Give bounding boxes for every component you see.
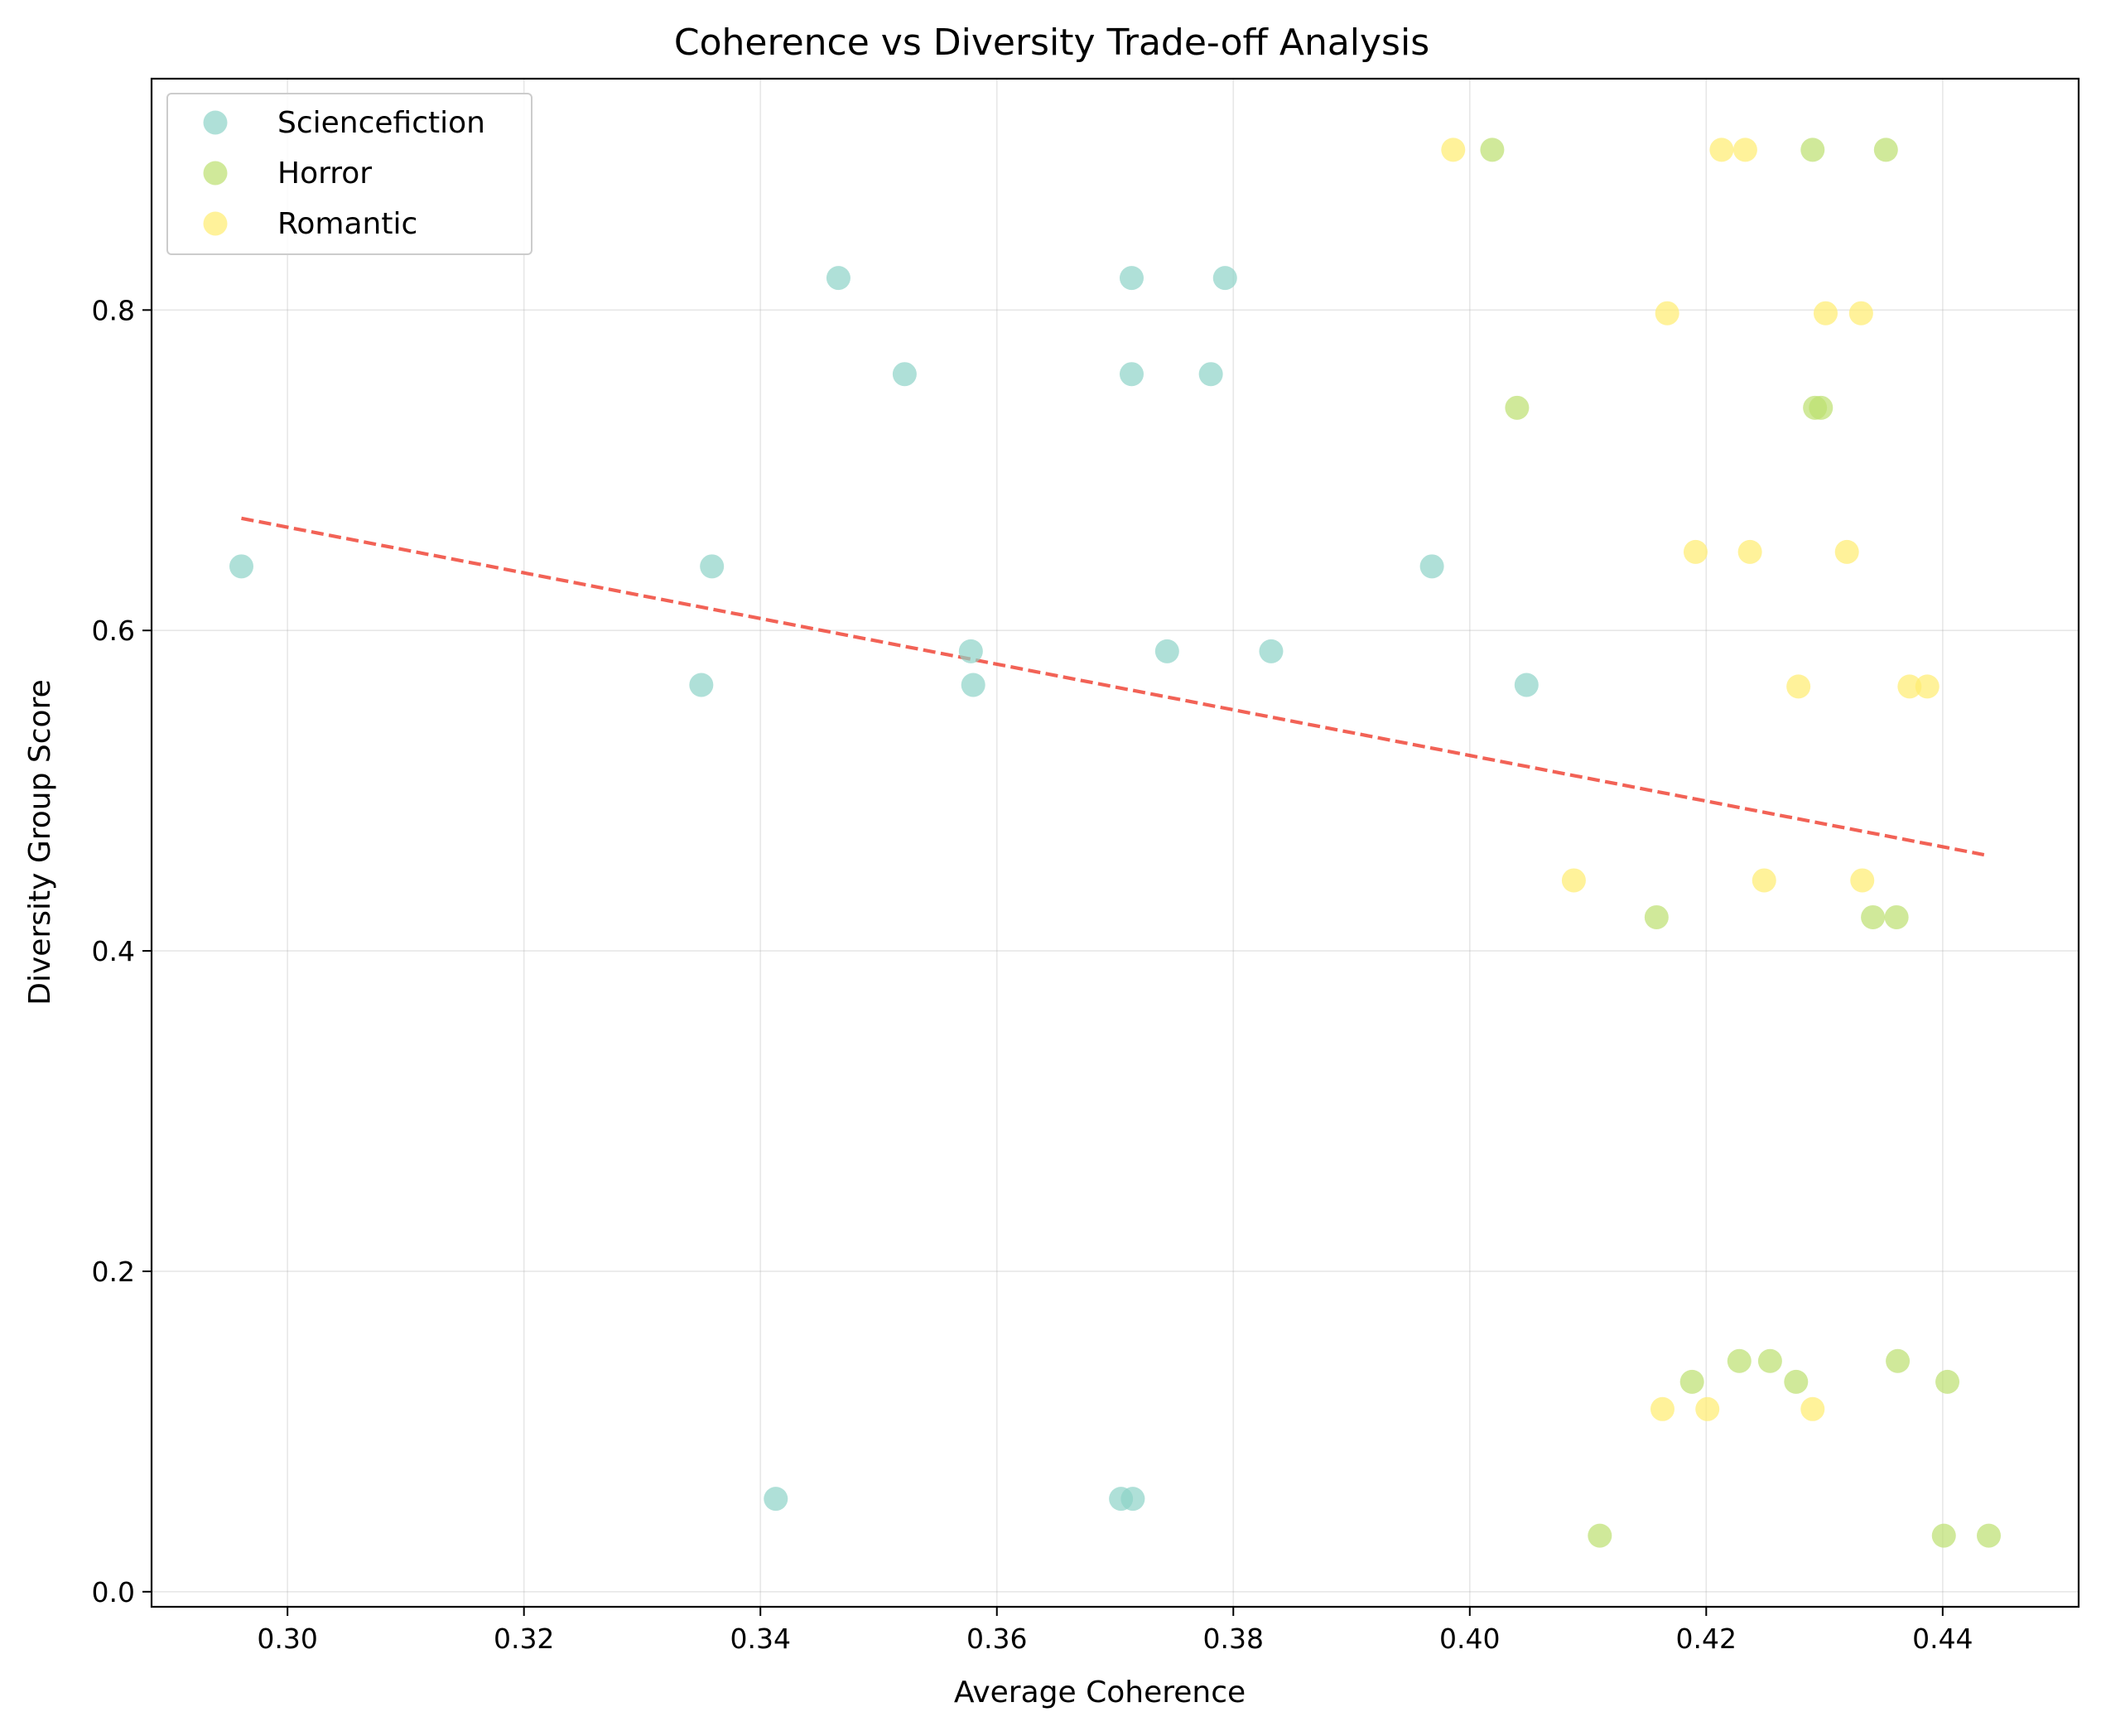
data-point-sciencefiction — [961, 673, 985, 697]
data-point-horror — [1588, 1523, 1612, 1548]
data-point-romantic — [1441, 137, 1466, 162]
data-point-horror — [1784, 1369, 1809, 1394]
data-point-horror — [1884, 904, 1909, 929]
plot-frame — [150, 77, 2080, 1608]
data-point-sciencefiction — [1259, 639, 1284, 663]
data-point-horror — [1757, 1348, 1782, 1373]
legend-label-sciencefiction: Sciencefiction — [277, 106, 485, 140]
data-point-horror — [1505, 395, 1530, 420]
data-point-horror — [1931, 1523, 1956, 1548]
data-point-romantic — [1561, 868, 1586, 893]
trendline-layer — [241, 516, 1985, 857]
data-point-romantic — [1850, 868, 1875, 893]
data-point-horror — [1977, 1523, 2002, 1548]
data-point-sciencefiction — [1212, 266, 1237, 291]
legend-box — [166, 93, 532, 255]
data-point-romantic — [1655, 301, 1679, 326]
data-point-romantic — [1813, 301, 1838, 326]
y-tick-label: 0.6 — [92, 615, 135, 647]
data-point-romantic — [1709, 137, 1734, 162]
data-point-horror — [1644, 904, 1669, 929]
legend-marker-horror — [203, 161, 228, 186]
x-tick-label: 0.32 — [494, 1623, 554, 1655]
data-point-romantic — [1915, 674, 1940, 699]
data-point-sciencefiction — [1419, 554, 1444, 579]
data-point-horror — [1800, 137, 1825, 162]
x-tick-label: 0.44 — [1912, 1623, 1973, 1655]
data-point-romantic — [1732, 137, 1757, 162]
grid — [152, 79, 2079, 1607]
data-point-sciencefiction — [1119, 362, 1144, 387]
data-point-sciencefiction — [1198, 362, 1223, 387]
x-tick-label: 0.38 — [1203, 1623, 1264, 1655]
series-romantic — [1441, 137, 1940, 1421]
data-point-sciencefiction — [689, 673, 714, 697]
series-horror — [1480, 137, 2002, 1548]
data-point-sciencefiction — [1154, 639, 1179, 663]
x-tick-label: 0.40 — [1439, 1623, 1500, 1655]
series-sciencefiction — [229, 266, 1539, 1512]
legend-label-romantic: Romantic — [277, 207, 417, 241]
x-tick-label: 0.34 — [730, 1623, 790, 1655]
data-point-romantic — [1848, 301, 1873, 326]
data-point-sciencefiction — [1119, 266, 1144, 291]
data-point-romantic — [1752, 868, 1776, 893]
data-point-sciencefiction — [700, 554, 725, 579]
y-tick-label: 0.0 — [92, 1576, 135, 1608]
axis-ticks: 0.30 0.32 0.34 0.36 0.38 0.40 0.42 0.44 0.0 0.2 0.… — [92, 294, 1973, 1655]
x-tick-label: 0.42 — [1676, 1623, 1737, 1655]
y-tick-label: 0.2 — [92, 1256, 135, 1288]
data-point-horror — [1809, 395, 1834, 420]
x-tick-label: 0.30 — [257, 1623, 317, 1655]
data-point-sciencefiction — [1120, 1487, 1145, 1512]
y-axis-label: Diversity Group Score — [23, 679, 57, 1005]
data-point-sciencefiction — [1514, 673, 1539, 697]
data-point-romantic — [1683, 539, 1708, 564]
data-point-horror — [1861, 904, 1886, 929]
data-point-romantic — [1695, 1396, 1720, 1421]
data-point-horror — [1873, 137, 1898, 162]
data-point-horror — [1935, 1369, 1960, 1394]
data-points — [229, 137, 2002, 1548]
x-tick-label: 0.36 — [966, 1623, 1027, 1655]
data-point-sciencefiction — [764, 1487, 788, 1512]
data-point-romantic — [1834, 539, 1859, 564]
data-point-romantic — [1737, 539, 1762, 564]
data-point-horror — [1727, 1348, 1752, 1373]
trendline — [241, 516, 1985, 857]
legend-label-horror: Horror — [277, 157, 372, 190]
y-tick-label: 0.4 — [92, 935, 135, 967]
data-point-horror — [1480, 137, 1505, 162]
chart-title: Coherence vs Diversity Trade-off Analysi… — [674, 22, 1429, 64]
data-point-romantic — [1650, 1396, 1675, 1421]
data-point-sciencefiction — [892, 362, 917, 387]
data-point-sciencefiction — [826, 266, 851, 291]
y-tick-label: 0.8 — [92, 294, 135, 326]
data-point-romantic — [1897, 674, 1922, 699]
legend-marker-romantic — [203, 211, 228, 236]
data-point-sciencefiction — [958, 639, 983, 663]
data-point-romantic — [1800, 1396, 1825, 1421]
x-axis-label: Average Coherence — [954, 1676, 1246, 1709]
legend: Sciencefiction Horror Romantic — [166, 93, 532, 255]
legend-marker-sciencefiction — [203, 110, 228, 135]
data-point-horror — [1886, 1348, 1911, 1373]
data-point-horror — [1679, 1369, 1704, 1394]
data-point-romantic — [1786, 674, 1811, 699]
data-point-sciencefiction — [229, 554, 253, 579]
